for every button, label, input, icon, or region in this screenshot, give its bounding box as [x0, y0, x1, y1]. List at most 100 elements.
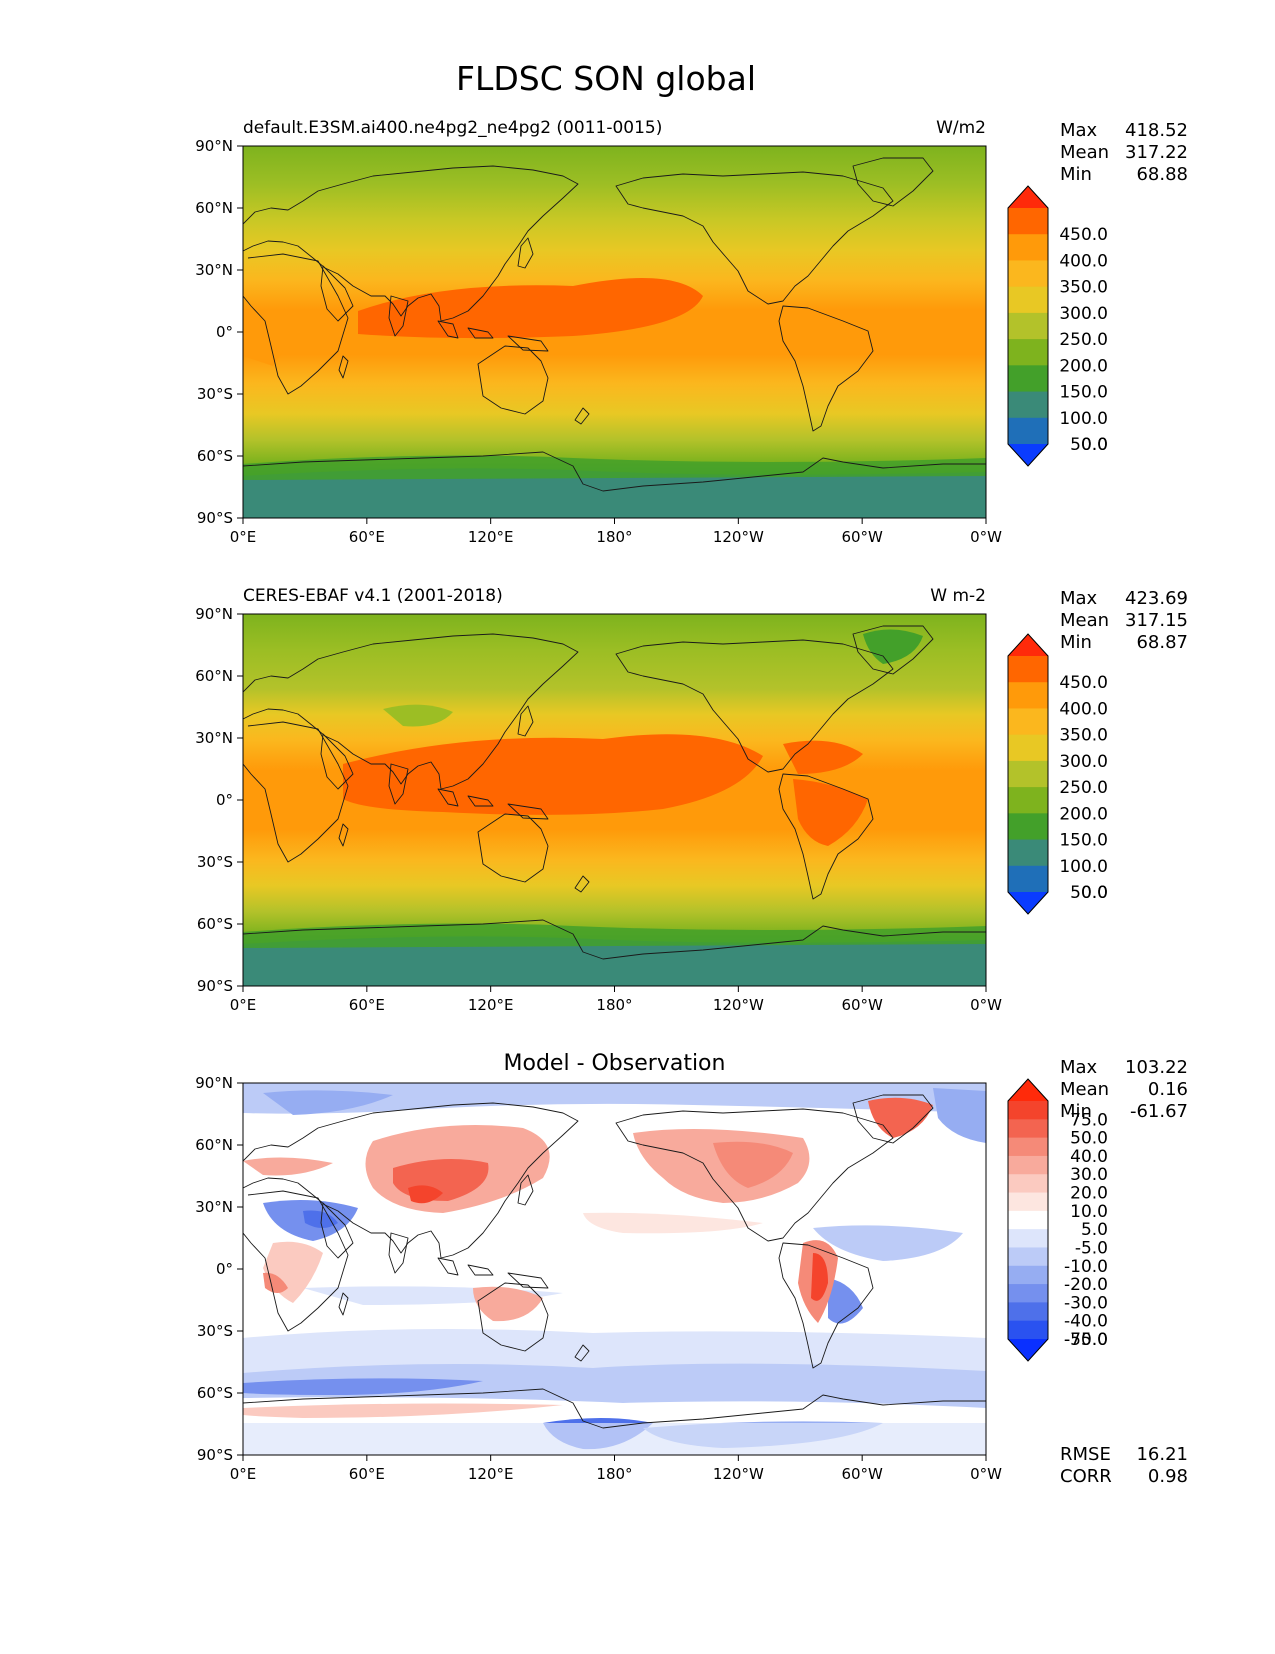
colorbar-segment [1008, 865, 1048, 893]
colorbar-tick-label: 100.0 [1059, 409, 1108, 429]
lon-tick-label: 60°W [841, 528, 883, 546]
colorbar-tick-label: 300.0 [1059, 752, 1108, 772]
colorbar-tick-label: 40.0 [1070, 1147, 1108, 1167]
stat-label: RMSE [1060, 1444, 1111, 1465]
colorbar-tick-label: 400.0 [1059, 699, 1108, 719]
colorbar-tick-label: 250.0 [1059, 330, 1108, 350]
colorbar-extend-max [1008, 634, 1048, 656]
colorbar-segment [1008, 1174, 1048, 1194]
figure-title: FLDSC SON global [456, 59, 756, 98]
stat-label: Max [1060, 120, 1098, 141]
colorbar-extend-max [1008, 1079, 1048, 1101]
lat-tick-label: 30°N [195, 729, 233, 747]
colorbar-tick-label: 0.0 [1081, 883, 1108, 903]
lat-tick-label: 60°N [195, 667, 233, 685]
colorbar-outline [1007, 185, 1049, 467]
colorbar-tick-label: 30.0 [1070, 1165, 1108, 1185]
lon-tick-label: 180° [596, 996, 632, 1014]
colorbar-segment [1008, 365, 1048, 393]
lon-ticks: 0°E 60°E 120°E 180° 120°W 60°W 0°W [230, 986, 1002, 1014]
colorbar-tick-label: 450.0 [1059, 225, 1108, 245]
stats-difference: Max 103.22 Mean 0.16 Min -61.67 [1060, 1057, 1188, 1122]
colorbar-segment [1008, 1302, 1048, 1322]
colorbar-segment [1008, 312, 1048, 340]
colorbar-tick-label: 5.0 [1081, 1220, 1108, 1240]
colorbar-tick-label: 350.0 [1059, 726, 1108, 746]
colorbar-segment [1008, 260, 1048, 288]
lon-tick-label: 120°E [468, 1465, 514, 1483]
colorbar-tick-label: 300.0 [1059, 304, 1108, 324]
colorbar-segment [1008, 391, 1048, 419]
colorbar-test: 450.0 400.0 350.0 300.0 250.0 200.0 150.0 100.0… [1007, 185, 1108, 467]
stat-label: Max [1060, 1057, 1098, 1078]
panel-center-title: Model - Observation [504, 1051, 726, 1076]
colorbar-tick-label: -20.0 [1064, 1275, 1108, 1295]
colorbar-segment [1008, 339, 1048, 366]
colorbar-tick-label: -30.0 [1064, 1293, 1108, 1313]
colorbar-segment [1008, 760, 1048, 788]
lat-ticks: 90°N 60°N 30°N 0° 30°S 60°S 90°S [195, 1074, 243, 1464]
colorbar-tick-label: 50.0 [1070, 1129, 1108, 1149]
stat-label: CORR [1060, 1466, 1112, 1487]
panel-left-title: default.E3SM.ai400.ne4pg2_ne4pg2 (0011-0… [243, 118, 662, 138]
colorbar-extend-min [1008, 1339, 1048, 1361]
lon-tick-label: 120°E [468, 996, 514, 1014]
colorbar-segment [1008, 234, 1048, 261]
lon-tick-label: 60°E [349, 528, 385, 546]
stat-value: -61.67 [1130, 1101, 1188, 1122]
lon-ticks: 0°E 60°E 120°E 180° 120°W 60°W 0°W [230, 1455, 1002, 1483]
stat-label: Mean [1060, 1079, 1109, 1100]
colorbar-outline [1007, 1078, 1049, 1362]
colorbar-segment [1008, 656, 1048, 683]
colorbar-extend-max [1008, 186, 1048, 208]
colorbar-tick-label: 450.0 [1059, 673, 1108, 693]
stats-test: Max 418.52 Mean 317.22 Min 68.88 [1060, 120, 1188, 185]
colorbar-tick-label: 200.0 [1059, 804, 1108, 824]
lon-tick-label: 120°W [713, 996, 764, 1014]
stat-value: 317.22 [1125, 142, 1188, 163]
colorbar-tick-label: 0.0 [1081, 435, 1108, 455]
colorbar-tick-label: 50.0 [1070, 883, 1108, 903]
colorbar-segment [1008, 813, 1048, 841]
panel-test: 90°N 60°N 30°N 0° 30°S 60°S 90°S 0°E 60°E 120°E 1… [195, 118, 1002, 546]
lon-tick-label: 0°E [230, 1465, 257, 1483]
colorbar-extend-min [1008, 444, 1048, 466]
colorbar-tick-label: -75.0 [1064, 1330, 1108, 1350]
lat-tick-label: 60°S [197, 1384, 233, 1402]
lat-tick-label: 30°S [197, 853, 233, 871]
lat-tick-label: 30°S [197, 385, 233, 403]
map-difference [243, 1083, 986, 1455]
lat-tick-label: 90°N [195, 605, 233, 623]
stat-label: Min [1060, 1101, 1092, 1122]
lat-tick-label: 0° [216, 323, 233, 341]
colorbar-difference: 75.050.040.030.020.010.05.0-5.0-10.0-20.… [1007, 1078, 1108, 1362]
lon-tick-label: 60°W [841, 996, 883, 1014]
lat-tick-label: 90°N [195, 1074, 233, 1092]
colorbar-tick-label: 400.0 [1059, 251, 1108, 271]
colorbar-tick-label: 150.0 [1059, 831, 1108, 851]
stat-label: Min [1060, 164, 1092, 185]
colorbar-tick-label: -40.0 [1064, 1312, 1108, 1332]
colorbar-tick-label: -5.0 [1075, 1238, 1108, 1258]
stat-label: Max [1060, 588, 1098, 609]
lon-tick-label: 0°E [230, 528, 257, 546]
colorbar-segment [1008, 417, 1048, 445]
map-reference [243, 614, 986, 986]
lon-tick-label: 0°W [970, 1465, 1002, 1483]
stats-skill: RMSE 16.21 CORR 0.98 [1060, 1444, 1188, 1487]
lat-tick-label: 0° [216, 1260, 233, 1278]
colorbar-reference: 450.0 400.0 350.0 300.0 250.0 200.0 150.0 100.0… [1007, 633, 1108, 915]
lon-tick-label: 60°W [841, 1465, 883, 1483]
lon-tick-label: 120°W [713, 1465, 764, 1483]
colorbar-tick-label: -10.0 [1064, 1257, 1108, 1277]
lon-tick-label: 120°E [468, 528, 514, 546]
stat-label: Min [1060, 632, 1092, 653]
colorbar-segment [1008, 1101, 1048, 1120]
colorbar-segment [1008, 1155, 1048, 1175]
stat-label: Mean [1060, 610, 1109, 631]
stat-value: 68.87 [1136, 632, 1188, 653]
colorbar-segment [1008, 708, 1048, 736]
lat-tick-label: 30°N [195, 1198, 233, 1216]
stat-label: Mean [1060, 142, 1109, 163]
colorbar-segment [1008, 286, 1048, 314]
